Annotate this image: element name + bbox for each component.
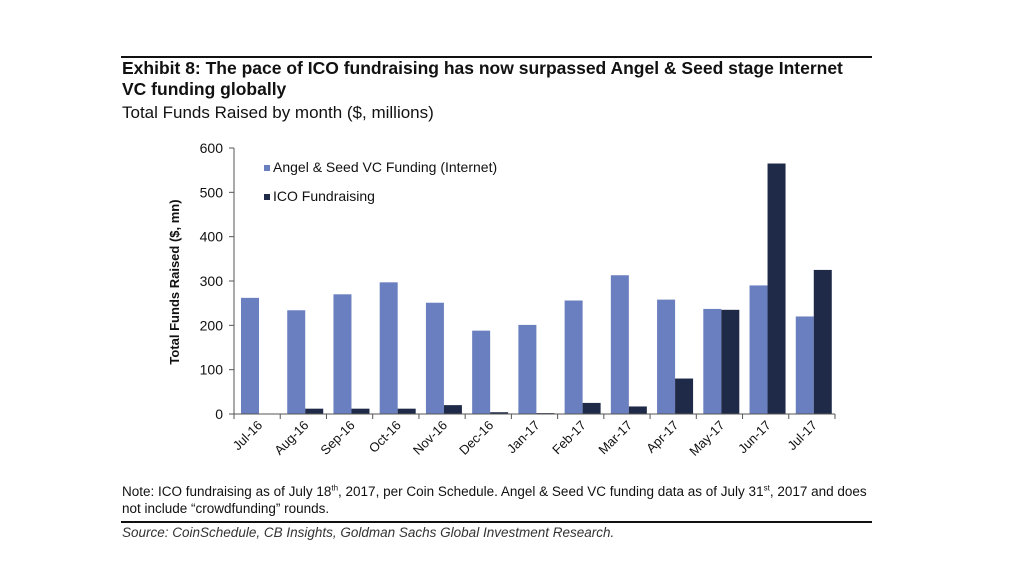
legend-swatch — [264, 194, 270, 200]
bar-angel-seed — [241, 297, 259, 414]
x-tick-label: May-17 — [686, 418, 727, 459]
legend-label: ICO Fundraising — [273, 188, 375, 204]
bar-ico — [490, 412, 509, 414]
bars — [241, 163, 832, 414]
x-tick-label: Nov-16 — [410, 418, 450, 458]
bar-ico — [351, 408, 370, 414]
bar-ico — [582, 402, 601, 414]
bar-ico — [443, 405, 462, 414]
top-rule — [121, 56, 872, 58]
x-tick-label: Sep-16 — [317, 418, 357, 458]
x-tick-label: Jul-16 — [230, 418, 266, 454]
bar-angel-seed — [425, 302, 444, 414]
note-sup-th: th — [331, 483, 339, 493]
bar-angel-seed — [610, 275, 629, 414]
x-tick-label: Jun-17 — [735, 418, 774, 457]
bar-ico — [813, 269, 832, 414]
bar-ico — [397, 408, 416, 414]
legend: Angel & Seed VC Funding (Internet) ICO Fu… — [264, 159, 497, 204]
x-tick-label: Apr-17 — [643, 418, 681, 456]
x-tick-label: Jul-17 — [784, 418, 820, 454]
legend-label: Angel & Seed VC Funding (Internet) — [273, 159, 497, 175]
bottom-rule — [121, 521, 872, 523]
bar-ico — [305, 408, 324, 414]
bar-angel-seed — [287, 310, 306, 414]
bar-angel-seed — [795, 316, 814, 414]
bar-angel-seed — [379, 282, 398, 414]
bar-ico — [628, 406, 647, 414]
bar-ico — [675, 378, 694, 414]
x-tick-label: Oct-16 — [366, 418, 404, 456]
y-tick-label: 300 — [200, 273, 224, 289]
bar-angel-seed — [749, 285, 768, 414]
y-tick-label: 400 — [200, 229, 224, 245]
chart-note: Note: ICO fundraising as of July 18th, 2… — [122, 483, 872, 517]
y-tick-label: 0 — [215, 406, 223, 422]
x-tick-label: Mar-17 — [595, 418, 635, 458]
x-axis: Jul-16 Aug-16 Sep-16 Oct-16 Nov-16 Dec-16 Jan-… — [230, 413, 836, 459]
source-citation: Source: CoinSchedule, CB Insights, Goldm… — [122, 525, 615, 540]
x-tick-label: Jan-17 — [504, 418, 543, 457]
legend-swatch — [264, 165, 270, 171]
bar-angel-seed — [518, 324, 537, 414]
bar-angel-seed — [472, 330, 491, 414]
bar-angel-seed — [564, 300, 583, 414]
bar-angel-seed — [333, 294, 352, 414]
bar-ico — [721, 309, 740, 414]
y-tick-label: 100 — [200, 362, 224, 378]
note-prefix: Note: ICO fundraising as of July 18 — [122, 484, 332, 499]
x-tick-label: Feb-17 — [549, 418, 589, 458]
y-axis-label: Total Funds Raised ($, mn) — [167, 199, 182, 364]
bar-angel-seed — [703, 308, 722, 414]
y-tick-label: 500 — [200, 184, 224, 200]
chart-subtitle: Total Funds Raised by month ($, millions… — [122, 103, 434, 122]
note-suffix: , 2017 and does not include “crowdfundin… — [122, 484, 867, 516]
bar-ico — [767, 163, 786, 414]
y-tick-label: 200 — [200, 317, 224, 333]
note-sup-st: st — [763, 483, 770, 493]
note-middle: , 2017, per Coin Schedule. Angel & Seed … — [338, 484, 764, 499]
bar-chart: 0 100 200 300 400 500 600 Jul-16 Aug-16 Sep-16 Oc… — [167, 140, 836, 459]
x-tick-label: Aug-16 — [271, 418, 311, 458]
y-axis: 0 100 200 300 400 500 600 — [200, 140, 235, 422]
x-tick-label: Dec-16 — [456, 418, 496, 458]
y-tick-label: 600 — [200, 140, 224, 156]
bar-angel-seed — [657, 299, 676, 414]
exhibit-title: Exhibit 8: The pace of ICO fundraising h… — [122, 58, 843, 99]
